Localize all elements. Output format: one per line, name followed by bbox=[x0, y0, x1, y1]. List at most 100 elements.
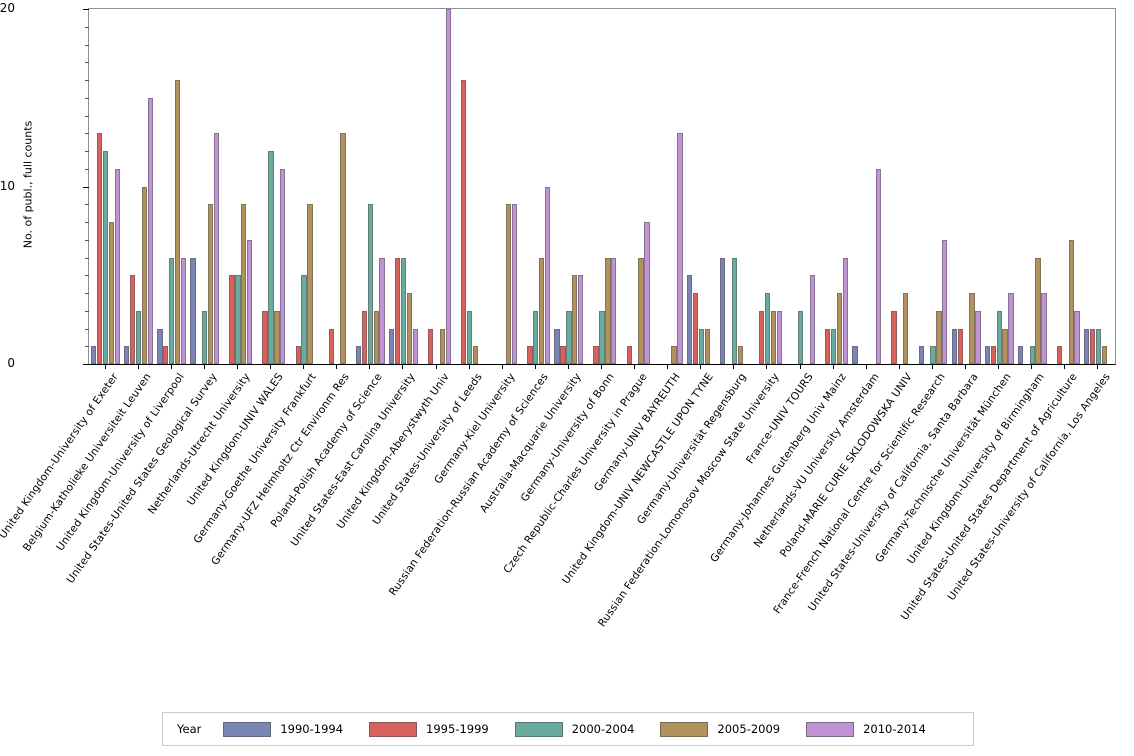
bar[interactable] bbox=[969, 293, 975, 364]
bar[interactable] bbox=[1089, 328, 1096, 364]
bar-group[interactable] bbox=[422, 9, 451, 364]
bar-group[interactable] bbox=[521, 9, 551, 364]
bar[interactable] bbox=[852, 346, 858, 364]
bar[interactable] bbox=[698, 328, 704, 364]
bar[interactable] bbox=[951, 328, 957, 364]
bar-group[interactable] bbox=[91, 9, 120, 364]
bar[interactable] bbox=[527, 346, 533, 364]
bar[interactable] bbox=[102, 151, 109, 364]
bar[interactable] bbox=[626, 346, 632, 364]
bar-group[interactable] bbox=[157, 9, 187, 364]
bar[interactable] bbox=[472, 346, 479, 364]
bar[interactable] bbox=[213, 133, 220, 364]
bar-group[interactable] bbox=[852, 9, 882, 364]
bar[interactable] bbox=[208, 204, 214, 364]
bar[interactable] bbox=[758, 310, 765, 364]
bar[interactable] bbox=[770, 310, 777, 364]
bar[interactable] bbox=[400, 257, 407, 364]
bar[interactable] bbox=[202, 310, 208, 364]
bar[interactable] bbox=[124, 346, 130, 364]
bar[interactable] bbox=[638, 257, 644, 364]
bar-group[interactable] bbox=[1017, 9, 1047, 364]
bar[interactable] bbox=[1008, 293, 1014, 364]
bar[interactable] bbox=[671, 346, 677, 364]
bar[interactable] bbox=[355, 346, 362, 364]
bar[interactable] bbox=[439, 328, 446, 364]
bar[interactable] bbox=[836, 293, 843, 364]
bar[interactable] bbox=[533, 310, 539, 364]
bar-group[interactable] bbox=[1084, 9, 1113, 364]
bar[interactable] bbox=[737, 346, 743, 364]
bar[interactable] bbox=[163, 346, 169, 364]
bar[interactable] bbox=[412, 328, 418, 364]
bar[interactable] bbox=[280, 168, 286, 364]
bar[interactable] bbox=[247, 239, 253, 364]
bar-group[interactable] bbox=[124, 9, 154, 364]
bar[interactable] bbox=[578, 275, 584, 364]
bar[interactable] bbox=[445, 9, 451, 364]
bar[interactable] bbox=[229, 275, 235, 364]
bar[interactable] bbox=[644, 222, 650, 364]
bar-group[interactable] bbox=[885, 9, 914, 364]
bar[interactable] bbox=[114, 168, 120, 364]
bar-group[interactable] bbox=[223, 9, 253, 364]
bar[interactable] bbox=[367, 204, 373, 364]
bar-group[interactable] bbox=[719, 9, 749, 364]
bar-group[interactable] bbox=[355, 9, 385, 364]
bar[interactable] bbox=[930, 346, 936, 364]
bar-group[interactable] bbox=[290, 9, 319, 364]
bar[interactable] bbox=[394, 257, 401, 364]
bar[interactable] bbox=[361, 310, 368, 364]
bar[interactable] bbox=[560, 346, 566, 364]
bar[interactable] bbox=[984, 346, 990, 364]
bar[interactable] bbox=[1035, 257, 1041, 364]
bar[interactable] bbox=[135, 310, 142, 364]
bar[interactable] bbox=[599, 310, 605, 364]
bar-group[interactable] bbox=[1051, 9, 1080, 364]
bar[interactable] bbox=[539, 257, 545, 364]
bar-group[interactable] bbox=[654, 9, 683, 364]
bar[interactable] bbox=[719, 257, 726, 364]
bar[interactable] bbox=[942, 239, 948, 364]
bar[interactable] bbox=[340, 133, 346, 364]
bar-group[interactable] bbox=[621, 9, 650, 364]
bar[interactable] bbox=[190, 257, 196, 364]
bar-group[interactable] bbox=[753, 9, 782, 364]
bar-group[interactable] bbox=[190, 9, 220, 364]
bar[interactable] bbox=[1056, 346, 1063, 364]
bar[interactable] bbox=[235, 275, 241, 364]
legend-item[interactable]: 2005-2009 bbox=[660, 721, 780, 737]
bar[interactable] bbox=[505, 204, 512, 364]
bar-group[interactable] bbox=[686, 9, 716, 364]
bar[interactable] bbox=[1101, 346, 1107, 364]
bar[interactable] bbox=[831, 328, 837, 364]
bar-group[interactable] bbox=[257, 9, 286, 364]
bar-group[interactable] bbox=[388, 9, 418, 364]
bar[interactable] bbox=[1002, 328, 1008, 364]
bar[interactable] bbox=[605, 257, 611, 364]
bar[interactable] bbox=[388, 328, 395, 364]
bar[interactable] bbox=[466, 310, 473, 364]
bar[interactable] bbox=[1095, 328, 1102, 364]
bar[interactable] bbox=[274, 310, 280, 364]
bar[interactable] bbox=[776, 310, 782, 364]
bar[interactable] bbox=[936, 310, 942, 364]
bar-group[interactable] bbox=[984, 9, 1014, 364]
bar[interactable] bbox=[91, 346, 97, 364]
bar[interactable] bbox=[141, 186, 148, 364]
bar[interactable] bbox=[975, 310, 981, 364]
bar[interactable] bbox=[1017, 346, 1024, 364]
bar[interactable] bbox=[301, 275, 307, 364]
bar[interactable] bbox=[307, 204, 313, 364]
bar[interactable] bbox=[1084, 328, 1090, 364]
bar-group[interactable] bbox=[455, 9, 484, 364]
bar[interactable] bbox=[809, 275, 816, 364]
bar[interactable] bbox=[379, 257, 385, 364]
bar[interactable] bbox=[593, 346, 599, 364]
bar[interactable] bbox=[554, 328, 560, 364]
bar-group[interactable] bbox=[588, 9, 617, 364]
bar-group[interactable] bbox=[819, 9, 849, 364]
bar[interactable] bbox=[406, 293, 412, 364]
legend-item[interactable]: 2000-2004 bbox=[514, 721, 634, 737]
bar-group[interactable] bbox=[488, 9, 518, 364]
